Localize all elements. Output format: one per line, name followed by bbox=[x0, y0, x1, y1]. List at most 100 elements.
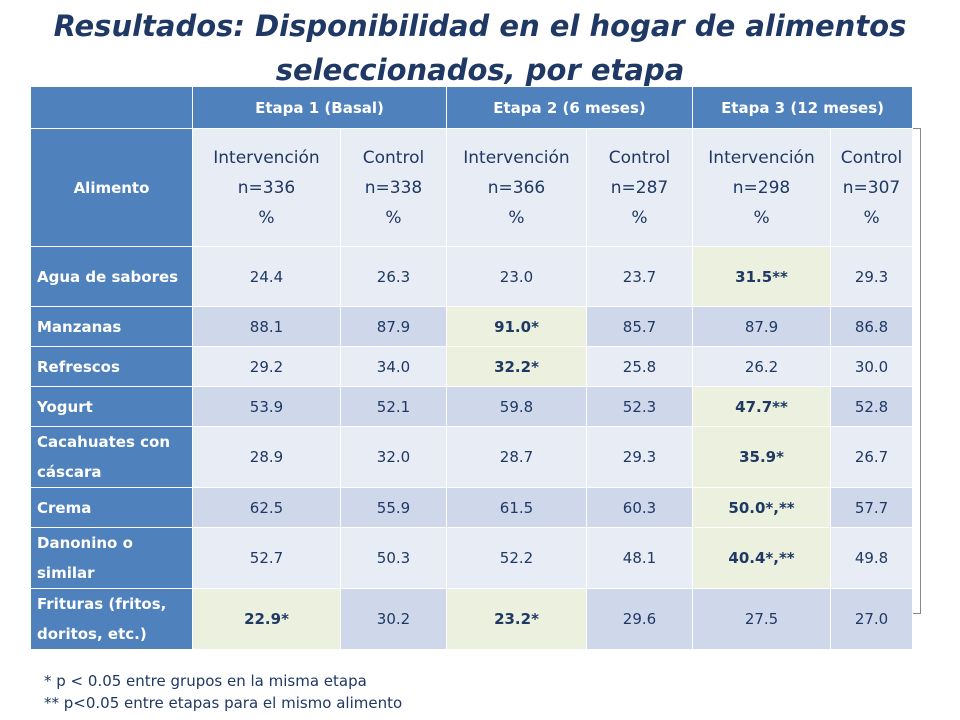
table-cell: 52.3 bbox=[585, 386, 694, 427]
table-row: Crema 62.5 55.9 61.5 60.3 50.0*,** 57.7 bbox=[30, 487, 914, 528]
table-row: Manzanas 88.1 87.9 91.0* 85.7 87.9 86.8 bbox=[30, 306, 914, 347]
table-cell: 22.9* bbox=[192, 588, 341, 650]
table-cell: 27.0 bbox=[830, 588, 914, 650]
group-name: Control bbox=[608, 147, 671, 168]
table-cell: 23.0 bbox=[446, 246, 587, 307]
footnote-double-asterisk: ** p<0.05 entre etapas para el mismo ali… bbox=[44, 694, 403, 712]
footnote-single-asterisk: * p < 0.05 entre grupos en la misma etap… bbox=[44, 672, 367, 690]
table-row: Refrescos 29.2 34.0 32.2* 25.8 26.2 30.0 bbox=[30, 346, 914, 387]
table-cell: 62.5 bbox=[192, 487, 341, 528]
table-cell: 24.4 bbox=[192, 246, 341, 307]
table-cell: 26.3 bbox=[340, 246, 447, 307]
table-cell: 29.6 bbox=[585, 588, 694, 650]
table-cell: 49.8 bbox=[830, 527, 914, 589]
table-cell: 55.9 bbox=[340, 487, 447, 528]
group-name: Intervención bbox=[463, 147, 570, 168]
table-cell: 47.7** bbox=[692, 386, 832, 427]
table-cell: 27.5 bbox=[692, 588, 832, 650]
row-label: Crema bbox=[30, 487, 193, 528]
table-cell: 29.3 bbox=[830, 246, 914, 307]
group-header: Control n=287% bbox=[585, 128, 694, 247]
group-name: Intervención bbox=[708, 147, 815, 168]
table-cell: 52.8 bbox=[830, 386, 914, 427]
table-cell: 50.0*,** bbox=[692, 487, 832, 528]
table-cell: 57.7 bbox=[830, 487, 914, 528]
table-bracket bbox=[910, 128, 921, 614]
group-header: Control n=338% bbox=[340, 128, 447, 247]
table-cell: 52.7 bbox=[192, 527, 341, 589]
table-row: Danonino o similar 52.7 50.3 52.2 48.1 40.4*,… bbox=[30, 527, 914, 589]
table-cell: 29.3 bbox=[585, 426, 694, 488]
group-name: Control bbox=[840, 147, 903, 168]
table-cell: 91.0* bbox=[446, 306, 587, 347]
table-cell: 52.1 bbox=[340, 386, 447, 427]
row-label: Manzanas bbox=[30, 306, 193, 347]
row-label: Cacahuates con cáscara bbox=[30, 426, 193, 488]
table-row: Cacahuates con cáscara 28.9 32.0 28.7 29.3 35… bbox=[30, 426, 914, 488]
table-cell: 26.2 bbox=[692, 346, 832, 387]
stage-header-row: Etapa 1 (Basal) Etapa 2 (6 meses) Etapa … bbox=[30, 86, 914, 129]
footnotes: * p < 0.05 entre grupos en la misma etap… bbox=[44, 670, 402, 714]
group-n: n=298 bbox=[732, 177, 791, 198]
table-cell: 85.7 bbox=[585, 306, 694, 347]
group-n: n=336 bbox=[237, 177, 296, 198]
table-cell: 87.9 bbox=[692, 306, 832, 347]
table-cell: 52.2 bbox=[446, 527, 587, 589]
title-line-1: Resultados: Disponibilidad en el hogar d… bbox=[53, 9, 907, 43]
table-cell: 40.4*,** bbox=[692, 527, 832, 589]
table-cell: 48.1 bbox=[585, 527, 694, 589]
group-unit: % bbox=[385, 207, 402, 228]
row-label: Danonino o similar bbox=[30, 527, 193, 589]
group-name: Intervención bbox=[213, 147, 320, 168]
table-cell: 29.2 bbox=[192, 346, 341, 387]
table-cell: 32.0 bbox=[340, 426, 447, 488]
group-unit: % bbox=[258, 207, 275, 228]
table-row: Yogurt 53.9 52.1 59.8 52.3 47.7** 52.8 bbox=[30, 386, 914, 427]
row-label: Refrescos bbox=[30, 346, 193, 387]
table-cell: 30.0 bbox=[830, 346, 914, 387]
table-cell: 34.0 bbox=[340, 346, 447, 387]
table-cell: 26.7 bbox=[830, 426, 914, 488]
group-unit: % bbox=[508, 207, 525, 228]
table-cell: 23.2* bbox=[446, 588, 587, 650]
table-cell: 87.9 bbox=[340, 306, 447, 347]
table-cell: 53.9 bbox=[192, 386, 341, 427]
table-cell: 31.5** bbox=[692, 246, 832, 307]
alimento-header: Alimento bbox=[30, 128, 193, 247]
table-cell: 61.5 bbox=[446, 487, 587, 528]
table-cell: 32.2* bbox=[446, 346, 587, 387]
group-header: Intervención n=366% bbox=[446, 128, 587, 247]
table-cell: 28.9 bbox=[192, 426, 341, 488]
table-cell: 28.7 bbox=[446, 426, 587, 488]
stage-header: Etapa 3 (12 meses) bbox=[692, 86, 914, 129]
table-cell: 88.1 bbox=[192, 306, 341, 347]
group-n: n=366 bbox=[487, 177, 546, 198]
page-title: Resultados: Disponibilidad en el hogar d… bbox=[0, 4, 960, 92]
group-n: n=287 bbox=[610, 177, 669, 198]
row-label: Agua de sabores bbox=[30, 246, 193, 307]
results-table: Etapa 1 (Basal) Etapa 2 (6 meses) Etapa … bbox=[30, 86, 914, 650]
title-line-2: seleccionados, por etapa bbox=[275, 53, 685, 87]
row-label: Yogurt bbox=[30, 386, 193, 427]
group-n: n=338 bbox=[364, 177, 423, 198]
table-cell: 30.2 bbox=[340, 588, 447, 650]
group-header: Intervención n=298% bbox=[692, 128, 832, 247]
group-unit: % bbox=[863, 207, 880, 228]
table-cell: 50.3 bbox=[340, 527, 447, 589]
group-name: Control bbox=[362, 147, 425, 168]
row-label: Frituras (fritos, doritos, etc.) bbox=[30, 588, 193, 650]
table-row: Agua de sabores 24.4 26.3 23.0 23.7 31.5** 29.… bbox=[30, 246, 914, 307]
corner-cell bbox=[30, 86, 193, 129]
table-cell: 25.8 bbox=[585, 346, 694, 387]
group-unit: % bbox=[631, 207, 648, 228]
table-body: Agua de sabores 24.4 26.3 23.0 23.7 31.5** 29.… bbox=[30, 246, 914, 650]
stage-header: Etapa 1 (Basal) bbox=[192, 86, 447, 129]
table-row: Frituras (fritos, doritos, etc.) 22.9* 30.… bbox=[30, 588, 914, 650]
table-cell: 23.7 bbox=[585, 246, 694, 307]
table-cell: 35.9* bbox=[692, 426, 832, 488]
group-header: Control n=307% bbox=[830, 128, 914, 247]
group-unit: % bbox=[753, 207, 770, 228]
table-cell: 59.8 bbox=[446, 386, 587, 427]
group-header: Intervención n=336% bbox=[192, 128, 341, 247]
stage-header: Etapa 2 (6 meses) bbox=[445, 86, 694, 129]
